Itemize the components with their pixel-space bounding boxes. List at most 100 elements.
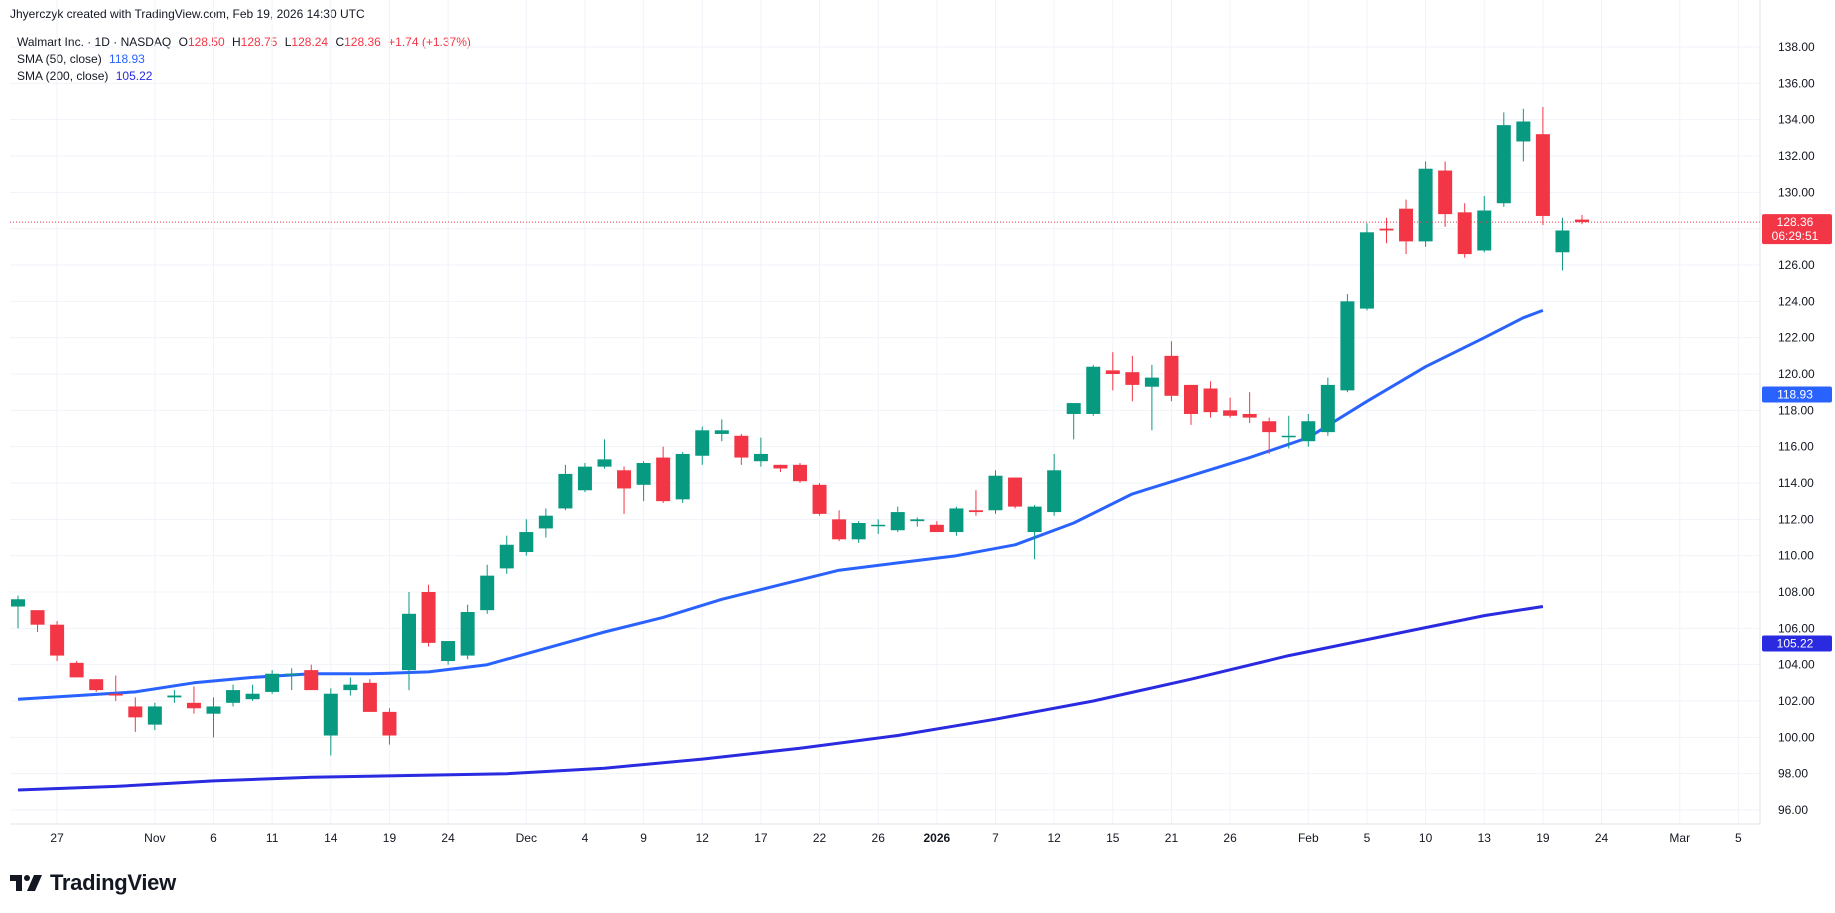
candle-body: [1027, 506, 1042, 533]
candle: [910, 517, 925, 527]
candle: [1457, 203, 1472, 258]
candle-body: [499, 544, 514, 569]
candle-body: [695, 430, 710, 456]
candles-group: [11, 106, 1589, 756]
candle: [1164, 341, 1179, 402]
time-tick-label: 9: [640, 831, 647, 845]
time-tick-label: Dec: [516, 831, 537, 845]
candle: [1399, 199, 1414, 255]
candle: [1477, 195, 1492, 253]
price-tick-label: 112.00: [1778, 512, 1814, 526]
candle-body: [421, 592, 436, 643]
candle-body: [1164, 355, 1179, 396]
candle: [577, 463, 592, 493]
candle: [832, 510, 847, 542]
candle: [265, 670, 280, 694]
candle-body: [1457, 212, 1472, 255]
candle-body: [128, 706, 143, 718]
candle-body: [1438, 170, 1453, 215]
candle: [30, 610, 45, 632]
price-tick-label: 116.00: [1778, 440, 1814, 454]
time-tick-label: 27: [50, 831, 64, 845]
candle-body: [617, 470, 632, 489]
candle: [597, 439, 612, 469]
candle: [1301, 413, 1316, 447]
candle-body: [1418, 168, 1433, 242]
candle: [362, 679, 377, 712]
low-value: 128.24: [291, 35, 329, 49]
time-tick-label: 24: [441, 831, 455, 845]
candle-body: [1496, 125, 1511, 204]
time-axis: 27 Nov 6 11 14 19 24 Dec 4 9 12 17 22 26 2026 7 12 15 21 26…: [50, 831, 1742, 845]
price-tick-label: 132.00: [1778, 149, 1815, 163]
candle: [753, 437, 768, 467]
candle: [949, 506, 964, 536]
candle: [656, 446, 671, 503]
candle-body: [108, 693, 123, 696]
candle: [1184, 384, 1198, 425]
price-tick-label: 124.00: [1778, 294, 1815, 308]
candle: [793, 463, 807, 483]
price-tick-label: 98.00: [1778, 767, 1808, 781]
price-tick-label: 122.00: [1778, 331, 1815, 345]
candle: [304, 664, 319, 691]
candle-body: [323, 693, 338, 736]
candle: [1575, 215, 1589, 225]
last-price-label-text: 06:29:51: [1772, 229, 1819, 243]
candle-body: [812, 484, 827, 514]
candle-body: [11, 599, 25, 607]
candle-body: [851, 522, 866, 540]
price-tick-label: 138.00: [1778, 40, 1815, 54]
candle-body: [167, 695, 182, 698]
candle: [480, 564, 495, 614]
candle-body: [929, 524, 944, 533]
sma200-line: [17, 605, 1544, 792]
candle-body: [1105, 370, 1120, 374]
candle-body: [245, 693, 260, 700]
sma200-legend-row[interactable]: SMA (200, close) 105.22: [17, 68, 471, 85]
candle-body: [519, 532, 534, 553]
time-tick-label: 19: [383, 831, 397, 845]
chart-grid: [10, 0, 1761, 825]
price-tick-label: 126.00: [1778, 258, 1815, 272]
candle: [245, 684, 260, 701]
tradingview-logo[interactable]: TradingView: [10, 870, 176, 896]
time-tick-label: 5: [1735, 831, 1742, 845]
candle: [1066, 403, 1081, 440]
candle-body: [480, 575, 495, 611]
candle-body: [304, 670, 319, 691]
candle-body: [793, 464, 807, 482]
candle-body: [734, 435, 749, 458]
candle-body: [1379, 228, 1394, 231]
candle-body: [186, 702, 201, 709]
candle-body: [402, 613, 416, 671]
candle-body: [1008, 477, 1023, 507]
price-tick-label: 106.00: [1778, 621, 1815, 635]
close-label: C: [335, 35, 345, 49]
candle: [1086, 364, 1101, 416]
sma50-legend-row[interactable]: SMA (50, close) 118.93: [17, 51, 471, 68]
candle-body: [1535, 134, 1550, 216]
time-tick-label: 13: [1478, 831, 1492, 845]
open-label: O: [178, 35, 188, 49]
candle: [1223, 397, 1238, 418]
candle: [11, 595, 25, 629]
price-chart[interactable]: 96.00 98.00 100.00 102.00 104.00 106.00 108.00…: [0, 0, 1835, 860]
symbol-name[interactable]: Walmart Inc. · 1D · NASDAQ: [17, 35, 172, 49]
sma200-line-group: [17, 605, 1544, 792]
price-tick-label: 118.00: [1778, 403, 1814, 417]
candle-body: [1203, 388, 1218, 413]
candle-body: [832, 519, 847, 540]
candle-body: [910, 519, 925, 522]
candle: [1105, 352, 1120, 391]
candle-body: [441, 641, 456, 662]
high-label: H: [231, 35, 241, 49]
candle: [1281, 415, 1296, 449]
candle: [812, 483, 827, 516]
price-tick-label: 114.00: [1778, 476, 1814, 490]
sma50-line-group: [17, 308, 1544, 701]
candle: [1516, 108, 1531, 162]
candle: [558, 464, 573, 511]
